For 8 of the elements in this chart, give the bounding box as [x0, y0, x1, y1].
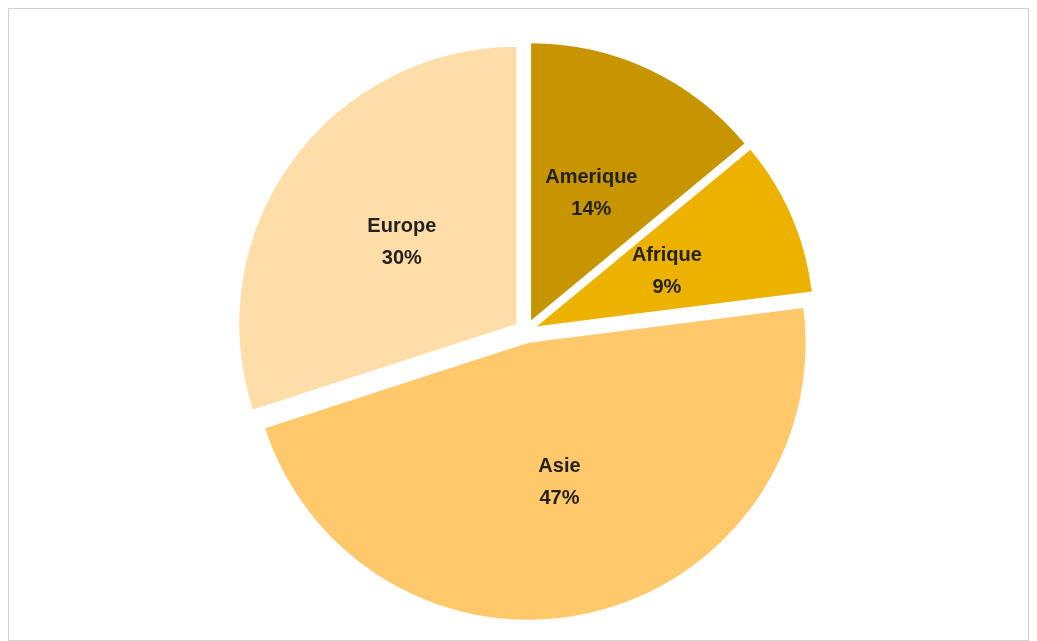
slice-label: Afrique	[631, 243, 702, 266]
data-label: 47%	[539, 485, 580, 508]
slice-label: Europe	[367, 213, 437, 236]
slice-label: Amerique	[545, 165, 638, 188]
data-label: 14%	[571, 197, 612, 220]
data-label: 9%	[652, 275, 682, 298]
data-label: 30%	[381, 245, 423, 268]
slice-label: Asie	[538, 453, 581, 476]
